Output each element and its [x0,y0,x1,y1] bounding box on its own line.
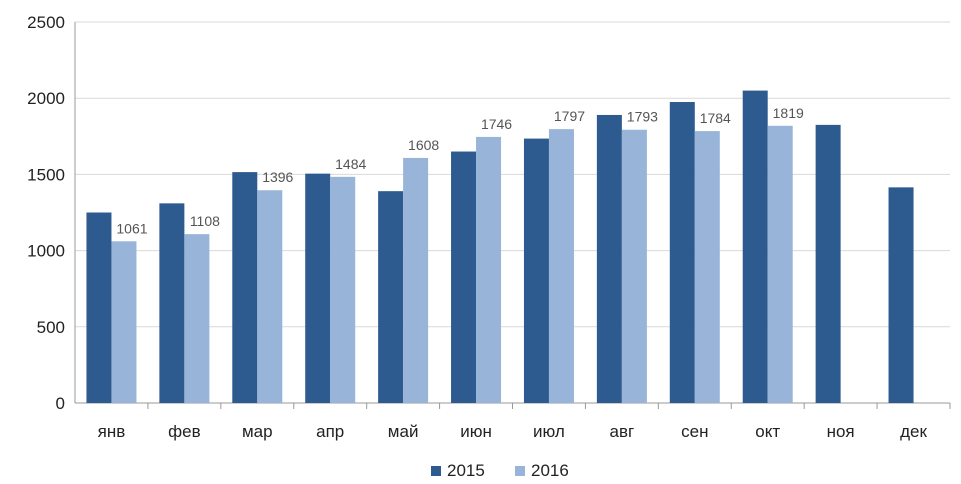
x-tick-label: апр [316,422,344,441]
x-tick-label: мар [242,422,273,441]
bar-2016-авг [621,129,647,403]
data-label: 1608 [408,137,439,153]
bar-2016-сен [694,131,720,403]
data-label: 1746 [481,116,512,132]
x-tick-label: окт [755,422,780,441]
bar-2016-янв [111,241,137,403]
y-axis-ticks: 0 500 1000 1500 2000 2500 [27,13,65,413]
bar-2016-май [403,157,429,403]
bar-2016-мар [257,190,283,403]
x-tick-label: сен [681,422,708,441]
x-tick-label: авг [610,422,635,441]
bar-2015-авг [596,114,622,404]
data-label: 1797 [554,108,585,124]
y-tick-label: 0 [56,394,65,413]
legend-swatch-2015 [431,466,441,476]
x-tick-label: июл [533,422,565,441]
bar-2015-мар [232,172,258,403]
data-label: 1784 [700,110,731,126]
x-tick-label: июн [460,422,492,441]
data-label: 1108 [190,213,220,229]
data-label: 1793 [627,109,658,125]
bar-2015-июн [451,151,477,403]
bar-2015-ноя [815,124,841,404]
data-labels: 1061 1108 1396 1484 1608 1746 1797 1793 1784 1819 [116,105,804,237]
legend-swatch-2016 [515,466,525,476]
bar-2016-июн [476,136,502,403]
bar-2016-июл [548,129,574,403]
data-label: 1061 [116,220,147,236]
legend-label-2016: 2016 [531,461,569,480]
bar-2015-дек [888,187,914,403]
bar-2015-сен [669,102,695,403]
x-tick-label: ноя [827,422,855,441]
y-tick-label: 1500 [27,165,65,184]
bar-2015-фев [159,203,185,403]
x-tick-label: фев [168,422,200,441]
gridlines [74,21,951,409]
bar-2016-фев [184,234,210,403]
y-tick-label: 500 [37,318,65,337]
bar-2015-окт [742,90,768,403]
bar-2016-апр [330,176,356,403]
legend: 2015 2016 [431,461,569,480]
bar-2015-май [378,191,404,403]
y-tick-label: 2000 [27,89,65,108]
data-label: 1396 [262,169,293,185]
x-axis-ticks: янв фев мар апр май июн июл авг сен окт ноя дек [98,422,928,441]
bar-2015-июл [523,138,549,403]
x-tick-label: май [388,422,419,441]
data-label: 1819 [773,105,804,121]
y-tick-label: 2500 [27,13,65,32]
bars [86,90,914,404]
bar-2016-окт [767,125,793,404]
y-tick-label: 1000 [27,242,65,261]
x-tick-label: дек [900,422,927,441]
legend-label-2015: 2015 [447,461,485,480]
data-label: 1484 [335,156,366,172]
x-tick-label: янв [98,422,126,441]
bar-2015-апр [305,173,331,403]
bar-2015-янв [86,212,112,403]
